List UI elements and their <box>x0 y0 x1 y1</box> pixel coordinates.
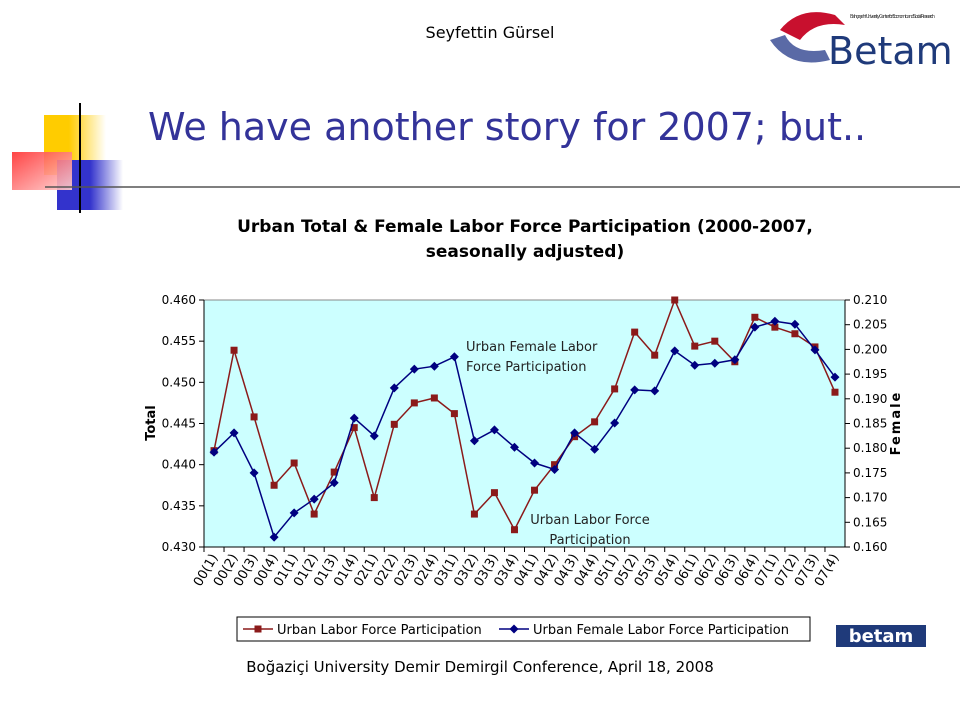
point <box>750 322 760 332</box>
point <box>790 319 800 329</box>
point <box>730 355 740 365</box>
y2-tick-label: 0.175 <box>853 466 887 480</box>
footer-text: Boğaziçi University Demir Demirgil Confe… <box>246 658 714 676</box>
point <box>350 424 358 432</box>
point <box>250 413 258 421</box>
logo-text: Betam <box>828 29 953 73</box>
author: Seyfettin Gürsel <box>426 23 555 42</box>
point <box>710 358 720 368</box>
point <box>570 428 580 438</box>
point <box>630 385 640 395</box>
point <box>290 459 298 467</box>
y2-tick-label: 0.185 <box>853 417 887 431</box>
annotation: Urban Labor Force Participation <box>530 513 650 548</box>
point <box>751 313 759 321</box>
y-tick-label: 0.440 <box>162 458 196 472</box>
point <box>429 361 439 371</box>
point <box>470 510 478 518</box>
point <box>610 418 620 428</box>
point <box>530 458 540 468</box>
footer-logo: betam <box>849 626 914 647</box>
y2-tick-label: 0.195 <box>853 367 887 381</box>
point <box>310 510 318 518</box>
point <box>670 346 680 356</box>
legend-marker <box>254 625 262 633</box>
point <box>510 526 518 534</box>
point <box>591 418 599 426</box>
point <box>771 323 779 331</box>
point <box>690 360 700 370</box>
point <box>370 494 378 502</box>
y2-tick-label: 0.170 <box>853 491 887 505</box>
y2-tick-label: 0.165 <box>853 515 887 529</box>
point <box>430 394 438 402</box>
point <box>650 386 660 396</box>
point <box>711 337 719 345</box>
point <box>770 316 780 326</box>
y2-tick-label: 0.205 <box>853 318 887 332</box>
point <box>410 399 418 407</box>
y2-tick-label: 0.190 <box>853 392 887 406</box>
logo-arc <box>770 35 830 63</box>
point <box>369 431 379 441</box>
point <box>671 296 679 304</box>
deco-red <box>12 152 72 190</box>
logo-subtitle: Bahçeşehir University Center for Economi… <box>850 14 935 20</box>
point <box>349 413 359 423</box>
point <box>269 532 279 542</box>
point <box>550 464 560 474</box>
point <box>611 385 619 393</box>
y-tick-label: 0.445 <box>162 417 196 431</box>
y2-tick-label: 0.210 <box>853 293 887 307</box>
point <box>450 410 458 418</box>
point <box>830 372 840 382</box>
footer-logo-box <box>836 625 926 647</box>
annotation: Urban Female Labor Force Participation <box>466 340 598 375</box>
y-tick-label: 0.460 <box>162 293 196 307</box>
point <box>449 352 459 362</box>
y-axis-label: Total <box>144 405 159 441</box>
slide-title: We have another story for 2007; but.. <box>148 105 866 149</box>
y2-tick-label: 0.200 <box>853 342 887 356</box>
point <box>249 468 259 478</box>
y2-axis-label: Female <box>889 391 904 456</box>
point <box>489 425 499 435</box>
point <box>490 489 498 497</box>
y-tick-label: 0.450 <box>162 375 196 389</box>
point <box>590 444 600 454</box>
point <box>631 328 639 336</box>
point <box>691 342 699 350</box>
point <box>469 436 479 446</box>
legend-marker <box>509 624 519 634</box>
point <box>531 486 539 494</box>
point <box>390 420 398 428</box>
point <box>810 345 820 355</box>
point <box>229 428 239 438</box>
point <box>289 508 299 518</box>
y-tick-label: 0.435 <box>162 499 196 513</box>
logo-arc <box>780 12 845 40</box>
point <box>209 447 219 457</box>
point <box>831 388 839 396</box>
y-tick-label: 0.430 <box>162 540 196 554</box>
y-tick-label: 0.455 <box>162 334 196 348</box>
y2-tick-label: 0.160 <box>853 540 887 554</box>
legend-label: Urban Female Labor Force Participation <box>533 623 789 638</box>
point <box>329 478 339 488</box>
point <box>551 461 559 469</box>
point <box>309 494 319 504</box>
point <box>330 468 338 476</box>
point <box>270 481 278 489</box>
point <box>509 442 519 452</box>
point <box>651 351 659 359</box>
point <box>409 364 419 374</box>
chart-title: Urban Total & Female Labor Force Partici… <box>237 217 813 262</box>
point <box>791 330 799 338</box>
point <box>230 346 238 354</box>
y2-tick-label: 0.180 <box>853 441 887 455</box>
point <box>389 383 399 393</box>
legend-label: Urban Labor Force Participation <box>277 623 482 638</box>
